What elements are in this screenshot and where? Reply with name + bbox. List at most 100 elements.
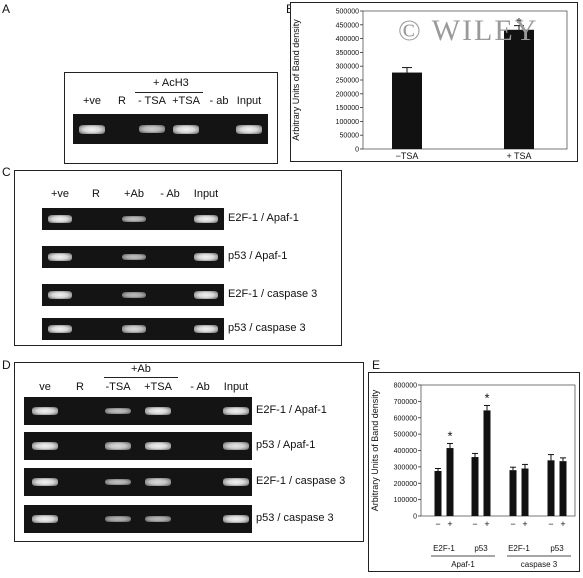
panel-d-row-label-3: p53 / caspase 3 <box>256 512 334 524</box>
panel-a-band-0 <box>79 124 105 134</box>
panel-e-factor-3: p53 <box>550 544 564 553</box>
panel-c-row-0-band-0 <box>48 215 72 223</box>
panel-e-factor-0: E2F-1 <box>433 544 455 553</box>
panel-d-row-2-gel <box>24 468 252 496</box>
panel-c-lane-0: +ve <box>50 188 70 200</box>
panel-c-row-2-band-0 <box>48 291 72 299</box>
panel-e-sign-0-1: + <box>447 519 452 529</box>
panel-c-row-label-2: E2F-1 / caspase 3 <box>228 288 318 300</box>
panel-a-lane-0: +ve <box>82 95 102 107</box>
panel-e-bar-2-1 <box>521 468 529 516</box>
panel-e-bar-1-0 <box>471 457 479 516</box>
panel-b-ytick-label-2: 100000 <box>336 119 359 126</box>
panel-label-e: E <box>372 358 381 372</box>
panel-c-lane-2: +Ab <box>124 188 144 200</box>
panel-d-row-2-band-3 <box>145 478 171 486</box>
panel-d-lane-4: - Ab <box>190 381 210 393</box>
panel-a-band-5 <box>236 124 262 134</box>
panel-e-ytick-label-6: 600000 <box>394 415 417 422</box>
panel-e-ytick-label-2: 200000 <box>394 481 417 488</box>
panel-e-ylabel: Arbitrary Units of Band density <box>370 389 380 511</box>
panel-a-band-2 <box>139 125 165 133</box>
panel-c-row-label-1: p53 / Apaf-1 <box>228 250 288 262</box>
panel-d-lane-1: R <box>76 381 84 393</box>
panel-d-row-0-gel <box>24 397 252 425</box>
panel-d-group-label: +Ab <box>131 363 151 375</box>
panel-b-ytick-label-1: 50000 <box>340 133 360 140</box>
panel-c-row-3-band-4 <box>194 325 218 333</box>
panel-d-row-3-gel <box>24 505 252 533</box>
panel-c-row-1-gel <box>42 246 224 268</box>
panel-d-row-1-band-3 <box>145 442 171 450</box>
panel-e-bar-2-0 <box>509 470 517 516</box>
panel-a-lane-2: - TSA <box>138 95 166 107</box>
panel-d-row-3-band-3 <box>145 515 171 523</box>
panel-b-ytick-label-5: 250000 <box>336 78 359 85</box>
panel-label-c: C <box>2 165 11 179</box>
panel-e-ytick-label-1: 100000 <box>394 497 417 504</box>
panel-b-ytick-label-6: 300000 <box>336 64 359 71</box>
panel-e-star-0-1: * <box>447 428 452 443</box>
panel-b-ytick-label-3: 150000 <box>336 105 359 112</box>
panel-a-lane-5: Input <box>236 95 262 107</box>
panel-c-lane-3: - Ab <box>160 188 180 200</box>
panel-b-ytick-label-0: 0 <box>355 147 359 154</box>
panel-d-row-0-band-5 <box>223 407 249 415</box>
panel-c-row-3-gel <box>42 318 224 340</box>
panel-d-lane-5: Input <box>223 381 249 393</box>
panel-b-category-1: + TSA <box>506 151 531 161</box>
panel-c-row-1-band-4 <box>194 253 218 261</box>
panel-d-row-label-0: E2F-1 / Apaf-1 <box>256 404 327 416</box>
panel-a-lane-1: R <box>118 95 126 107</box>
panel-d-row-3-band-2 <box>105 516 131 522</box>
panel-b-ytick-label-8: 400000 <box>336 36 359 43</box>
panel-b-chart: 0 50000 100000 150000 200000 250000 300000 3500… <box>291 9 568 161</box>
panel-c-row-2-band-4 <box>194 291 218 299</box>
panel-b-frame: 0 50000 100000 150000 200000 250000 300000 3500… <box>290 2 578 162</box>
panel-b-bar-0 <box>392 72 422 149</box>
panel-b-ytick-label-4: 200000 <box>336 91 359 98</box>
panel-e-ytick-label-0: 0 <box>413 514 417 521</box>
panel-d-lane-0: ve <box>39 381 51 393</box>
panel-c-row-label-0: E2F-1 / Apaf-1 <box>228 212 299 224</box>
panel-e-bar-0-1 <box>446 448 454 516</box>
panel-e-factor-2: E2F-1 <box>508 544 530 553</box>
panel-e-chart: 0 100000 200000 300000 400000 500000 600000 700… <box>370 383 576 569</box>
panel-b-ylabel: Arbitrary Units of Band density <box>291 19 301 141</box>
panel-c-row-label-3: p53 / caspase 3 <box>228 322 306 334</box>
panel-c-row-3-band-0 <box>48 325 72 333</box>
panel-c-row-2-band-2 <box>122 291 146 299</box>
panel-e-bar-3-1 <box>559 461 567 516</box>
panel-e-factor-1: p53 <box>474 544 488 553</box>
panel-d-row-2-band-2 <box>105 478 131 486</box>
panel-d-lane-2: -TSA <box>105 381 131 393</box>
panel-e-sign-0-0: − <box>435 519 440 529</box>
panel-c-row-0-band-2 <box>122 215 146 223</box>
panel-c-row-0-gel <box>42 208 224 230</box>
wiley-watermark: © WILEY <box>398 14 539 47</box>
panel-d-row-0-band-2 <box>105 407 131 415</box>
panel-e-bar-3-0 <box>547 460 555 516</box>
panel-d-row-3-band-5 <box>223 515 249 523</box>
panel-e-star-1-1: * <box>484 390 489 405</box>
panel-e-gene-label-1: caspase 3 <box>521 560 558 569</box>
panel-e-frame: 0 100000 200000 300000 400000 500000 600000 700… <box>368 372 580 572</box>
panel-d-row-2-band-5 <box>223 478 249 486</box>
panel-e-gene-label-0: Apaf-1 <box>451 560 475 569</box>
panel-d-row-label-1: p53 / Apaf-1 <box>256 439 316 451</box>
panel-b-ytick-label-7: 350000 <box>336 50 359 57</box>
panel-d-row-0-band-0 <box>32 407 58 415</box>
panel-e-sign-1-1: + <box>484 519 489 529</box>
panel-b-category-0: −TSA <box>396 151 419 161</box>
panel-c-row-3-band-2 <box>122 325 146 333</box>
panel-b-ytick-label-10: 500000 <box>336 9 359 16</box>
panel-a-band-3 <box>173 124 199 134</box>
panel-e-sign-3-1: + <box>560 519 565 529</box>
panel-label-a: A <box>2 2 11 16</box>
panel-d-group-line <box>104 377 178 378</box>
panel-e-ytick-label-8: 800000 <box>394 383 417 390</box>
panel-b-star-1: * <box>516 15 522 31</box>
panel-a-lane-3: +TSA <box>172 95 200 107</box>
panel-d-row-1-band-2 <box>105 442 131 450</box>
panel-e-sign-2-0: − <box>510 519 515 529</box>
